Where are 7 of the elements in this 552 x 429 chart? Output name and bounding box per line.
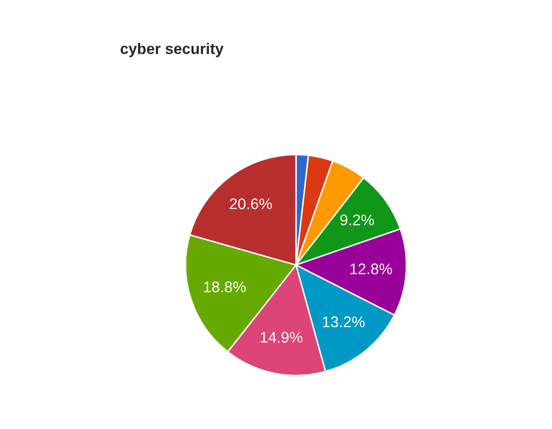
data-label: 20.6% bbox=[230, 198, 272, 210]
data-label: 13.2% bbox=[322, 316, 365, 328]
chart-title: cyber security bbox=[120, 42, 224, 58]
data-label: 12.8% bbox=[350, 263, 392, 274]
data-label: 14.9% bbox=[260, 332, 302, 343]
data-label: 9.2% bbox=[340, 214, 374, 226]
data-label: 18.8% bbox=[204, 281, 246, 292]
